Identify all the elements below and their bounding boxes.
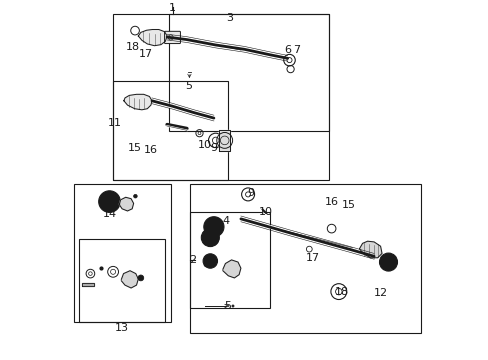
Text: 11: 11 [108,118,122,128]
Polygon shape [119,197,133,211]
Bar [113,14,328,180]
Polygon shape [223,260,241,278]
Text: 9: 9 [247,188,254,198]
Bar [73,184,170,322]
Text: 10: 10 [258,207,272,217]
Polygon shape [219,130,230,151]
Circle shape [203,230,219,246]
Text: 17: 17 [305,253,319,264]
Text: 9: 9 [210,143,217,153]
Text: 5: 5 [224,301,230,311]
Circle shape [99,191,120,212]
Text: 8: 8 [202,258,209,269]
Circle shape [133,194,137,198]
Text: 5: 5 [185,81,192,91]
Text: 10: 10 [198,140,211,150]
Text: 4: 4 [223,216,229,226]
Circle shape [379,253,397,271]
Text: 7: 7 [292,45,300,55]
Bar [113,81,228,180]
Bar [168,14,328,131]
FancyBboxPatch shape [164,31,180,44]
Text: 1: 1 [169,3,176,13]
Text: 18: 18 [125,42,140,52]
Text: 12: 12 [373,288,387,298]
Polygon shape [81,283,94,286]
Circle shape [203,217,224,237]
Circle shape [203,254,217,268]
Text: 13: 13 [114,323,128,333]
Text: 15: 15 [341,200,355,210]
Text: 2: 2 [189,255,196,265]
Text: 6: 6 [284,45,291,55]
Text: 6: 6 [202,236,209,246]
Polygon shape [121,271,138,288]
Bar [190,212,269,308]
Circle shape [231,305,234,307]
Text: 17: 17 [138,49,152,59]
Bar [190,184,420,333]
Polygon shape [138,30,167,46]
Text: 16: 16 [143,145,158,156]
Bar [79,239,165,322]
Polygon shape [123,94,152,110]
Text: 18: 18 [334,287,348,297]
Text: 14: 14 [102,209,116,219]
Text: 16: 16 [324,197,338,207]
Text: 15: 15 [127,143,142,153]
Circle shape [201,229,219,247]
Text: 3: 3 [226,13,233,23]
Polygon shape [359,241,381,258]
Circle shape [138,275,143,281]
